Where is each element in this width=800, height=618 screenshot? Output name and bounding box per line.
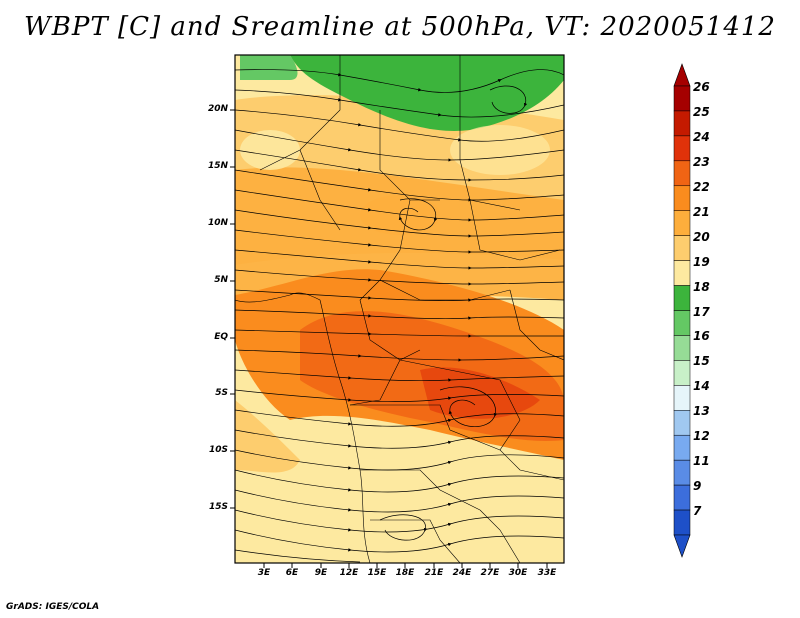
lon-label-27e: 27E <box>480 568 500 578</box>
colorbar <box>673 63 691 558</box>
lon-label-30e: 30E <box>508 568 528 578</box>
colorbar-label: 23 <box>693 154 710 169</box>
lat-label-15n: 15N <box>207 161 228 171</box>
lat-label-eq: EQ <box>214 332 228 342</box>
colorbar-swatch <box>673 260 691 286</box>
lon-label-21e: 21E <box>424 568 444 578</box>
colorbar-swatch <box>673 434 691 461</box>
colorbar-swatch <box>673 484 691 511</box>
colorbar-label: 13 <box>693 404 710 419</box>
colorbar-label: 14 <box>693 379 710 394</box>
colorbar-label: 21 <box>693 204 710 219</box>
colorbar-min-arrow <box>673 534 691 558</box>
colorbar-label: 17 <box>693 304 710 319</box>
colorbar-swatch <box>673 185 691 211</box>
colorbar-swatch <box>673 160 691 187</box>
colorbar-label: 25 <box>693 104 710 119</box>
colorbar-label: 15 <box>693 354 710 369</box>
lat-label-10n: 10N <box>207 218 228 228</box>
colorbar-label: 19 <box>693 254 710 269</box>
lon-label-12e: 12E <box>339 568 359 578</box>
colorbar-label: 24 <box>693 129 710 144</box>
colorbar-label: 9 <box>693 479 702 494</box>
lat-label-15s: 15S <box>208 502 228 512</box>
lon-label-24e: 24E <box>452 568 472 578</box>
colorbar-label: 22 <box>693 179 710 194</box>
colorbar-label: 12 <box>693 429 710 444</box>
lon-label-6e: 6E <box>285 568 299 578</box>
lon-label-3e: 3E <box>257 568 271 578</box>
colorbar-swatch <box>673 110 691 137</box>
map-frame <box>234 54 565 564</box>
lat-label-10s: 10S <box>208 445 228 455</box>
lat-label-20n: 20N <box>207 104 228 114</box>
footer-credit: GrADS: IGES/COLA <box>6 602 100 612</box>
colorbar-swatch <box>673 360 691 386</box>
colorbar-label: 20 <box>693 229 710 244</box>
map-field <box>235 55 564 563</box>
colorbar-swatch <box>673 509 691 536</box>
colorbar-swatch <box>673 410 691 436</box>
lon-label-33e: 33E <box>537 568 557 578</box>
colorbar-swatch <box>673 210 691 236</box>
colorbar-swatch <box>673 385 691 411</box>
colorbar-label: 7 <box>693 504 702 519</box>
lat-label-5s: 5S <box>215 388 228 398</box>
lon-label-15e: 15E <box>367 568 387 578</box>
colorbar-max-arrow <box>673 63 691 87</box>
colorbar-swatch <box>673 235 691 261</box>
colorbar-swatch <box>673 285 691 311</box>
colorbar-swatch <box>673 459 691 486</box>
lon-label-9e: 9E <box>314 568 328 578</box>
colorbar-label: 18 <box>693 279 710 294</box>
plot-title: WBPT [C] and Sreamline at 500hPa, VT: 20… <box>24 12 776 42</box>
colorbar-label: 11 <box>693 454 710 469</box>
colorbar-swatch <box>673 335 691 361</box>
lon-ticks <box>263 563 548 568</box>
lon-label-18e: 18E <box>395 568 415 578</box>
colorbar-label: 26 <box>693 80 710 94</box>
colorbar-swatch <box>673 85 691 112</box>
lat-ticks <box>230 109 235 509</box>
colorbar-label: 16 <box>693 329 710 344</box>
colorbar-swatch <box>673 135 691 162</box>
lat-label-5n: 5N <box>214 275 228 285</box>
colorbar-swatch <box>673 310 691 336</box>
